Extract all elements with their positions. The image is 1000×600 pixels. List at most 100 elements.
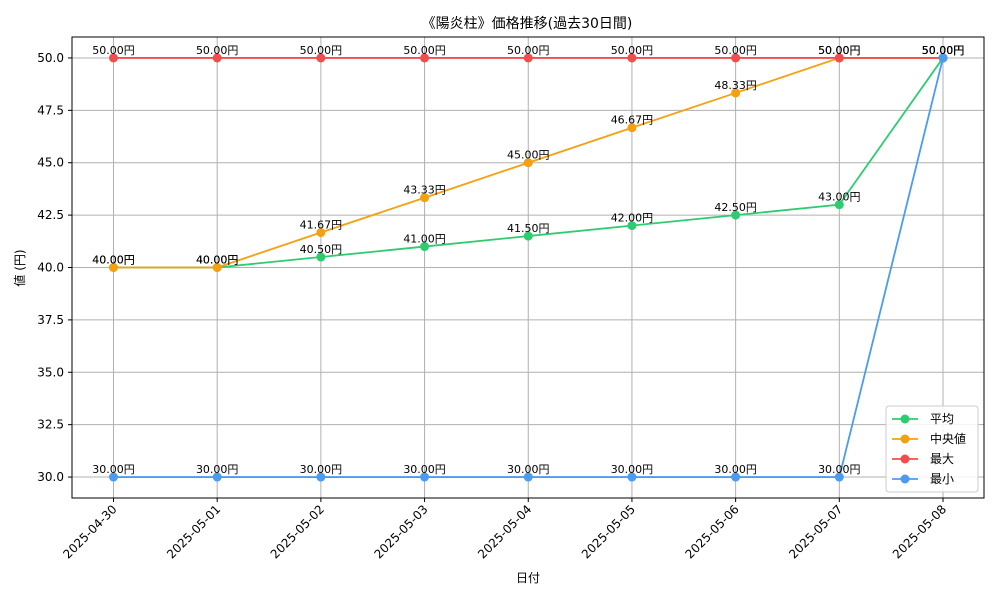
data-label: 50.00円 [922,44,965,57]
y-tick-label: 30.0 [37,470,64,484]
data-label: 50.00円 [92,44,135,57]
data-point [523,231,533,241]
data-label: 40.50円 [300,243,343,256]
y-tick-label: 45.0 [37,156,64,170]
legend-label: 中央値 [930,431,966,446]
data-label: 50.00円 [818,44,861,57]
data-label: 41.50円 [507,222,550,235]
legend-label: 最小 [930,472,954,486]
data-point [523,472,533,482]
legend-label: 平均 [930,412,954,426]
data-label: 30.00円 [300,463,343,476]
data-label: 50.00円 [403,44,446,57]
data-label: 41.67円 [300,219,343,232]
data-label: 41.00円 [403,233,446,246]
data-label: 50.00円 [714,44,757,57]
x-tick-label: 2025-05-08 [890,502,949,561]
grid-layer [72,37,984,498]
data-label: 50.00円 [818,44,861,57]
data-label: 46.67円 [611,114,654,127]
data-label: 50.00円 [300,44,343,57]
data-label: 30.00円 [818,463,861,476]
data-label: 45.00円 [507,149,550,162]
data-label-layer: 40.00円 40.00円 40.50円 41.00円 41.50円 42.00円 42.5… [92,44,964,476]
y-tick-label: 37.5 [37,313,64,327]
x-tick-label: 2025-04-30 [60,502,119,561]
data-point [420,242,430,252]
data-point [627,472,637,482]
data-point [627,221,637,231]
legend-box [885,405,979,493]
data-point [834,472,844,482]
data-label: 43.33円 [403,184,446,197]
y-tick-label: 50.0 [37,51,64,65]
data-label: 30.00円 [611,463,654,476]
x-tick-label: 2025-05-03 [371,502,430,561]
data-label: 30.00円 [714,463,757,476]
data-label: 30.00円 [403,463,446,476]
data-point [420,472,430,482]
y-axis-label: 値 (円) [12,249,27,286]
data-label: 40.00円 [196,254,239,267]
data-point [731,472,741,482]
data-label: 40.00円 [196,254,239,267]
axis-layer: 30.0 32.5 35.0 37.5 40.0 42.5 45.0 47.5 50.0 2025… [37,51,949,561]
data-label: 48.33円 [714,79,757,92]
x-tick-label: 2025-05-06 [683,502,742,561]
data-label: 50.00円 [196,44,239,57]
data-point [731,88,741,98]
legend-marker [900,474,910,484]
x-tick-label: 2025-05-04 [475,502,534,561]
data-point [523,53,533,63]
x-axis-label: 日付 [516,571,540,585]
data-label: 50.00円 [922,44,965,57]
data-point [316,252,326,262]
x-tick-label: 2025-05-07 [786,502,845,561]
data-label: 50.00円 [507,44,550,57]
data-point [212,472,222,482]
data-label: 50.00円 [922,44,965,57]
data-point [731,210,741,220]
legend-marker [900,454,910,464]
data-point [420,193,430,203]
data-label: 42.50円 [714,201,757,214]
data-label: 30.00円 [507,463,550,476]
data-point [109,472,118,482]
y-tick-label: 32.5 [37,418,64,432]
data-point [109,53,118,63]
data-point [109,263,118,272]
data-label: 42.00円 [611,212,654,225]
series-layer [109,53,948,482]
data-point [316,53,326,63]
data-point [834,200,844,210]
data-label: 30.00円 [196,463,239,476]
legend-marker [900,434,910,444]
y-tick-label: 42.5 [37,208,64,222]
y-tick-label: 47.5 [37,103,64,117]
data-point [834,53,844,63]
data-point [212,53,222,63]
data-point [627,123,637,133]
x-tick-label: 2025-05-02 [268,502,327,561]
data-label: 50.00円 [611,44,654,57]
legend-label: 最大 [930,452,954,466]
data-label: 50.00円 [922,44,965,57]
data-point [627,53,637,63]
x-tick-label: 2025-05-01 [164,502,223,561]
x-tick-label: 2025-05-05 [579,502,638,561]
chart-title: 《陽炎柱》価格推移(過去30日間) [422,16,633,32]
y-tick-label: 35.0 [37,365,64,379]
data-label: 40.00円 [92,254,135,267]
legend-marker [900,414,910,424]
data-label: 30.00円 [92,463,135,476]
data-label: 43.00円 [818,191,861,204]
data-point [316,472,326,482]
data-point [731,53,741,63]
data-label: 40.00円 [92,254,135,267]
data-point [420,53,430,63]
data-point [523,158,533,168]
data-point [212,263,222,272]
y-tick-label: 40.0 [37,261,64,275]
